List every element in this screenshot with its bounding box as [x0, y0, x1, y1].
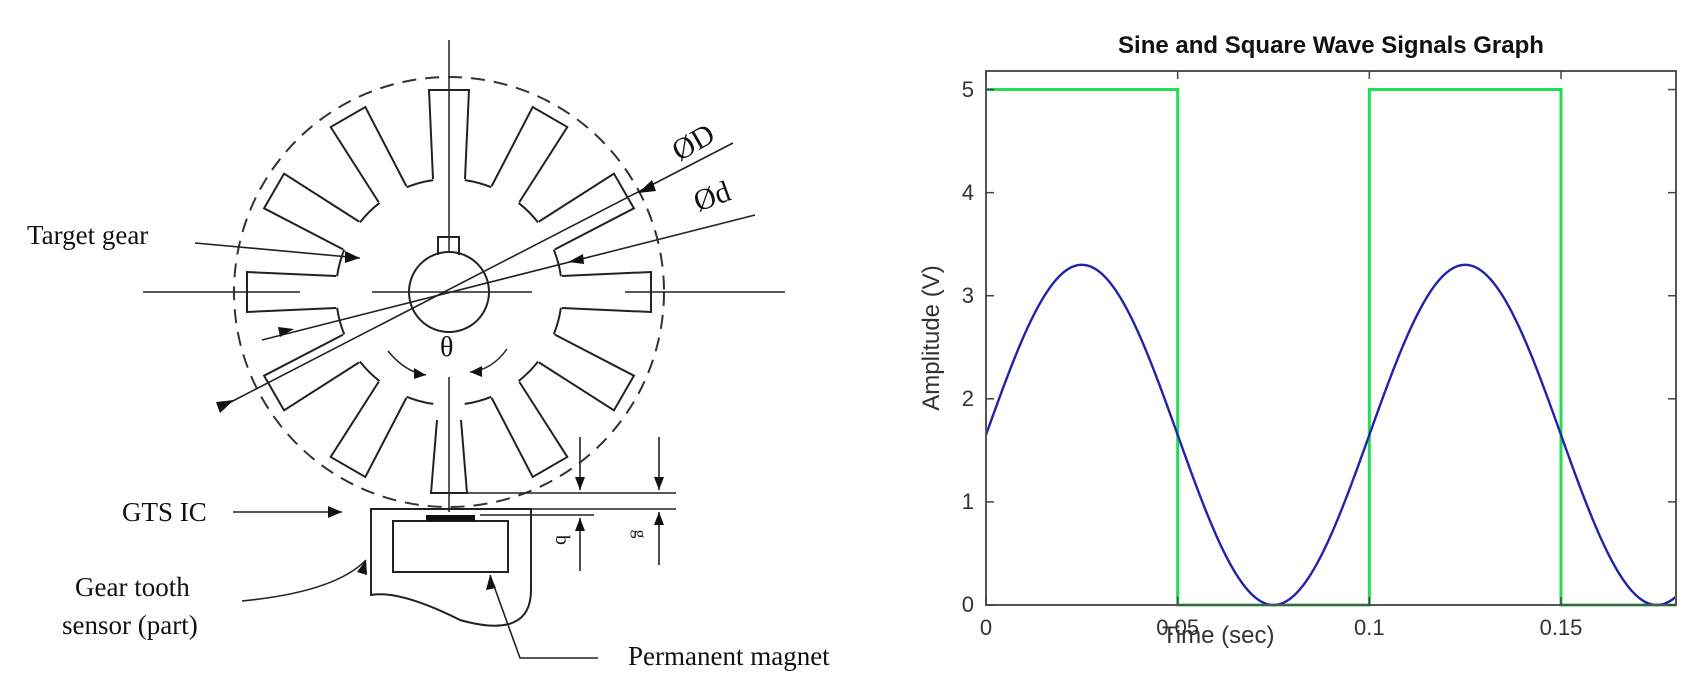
arrowhead-icon — [638, 180, 656, 193]
sine-square-chart: Sine and Square Wave Signals Graph 0 0.05… — [850, 0, 1700, 699]
y-tick-label: 1 — [961, 488, 974, 514]
gear-tooth — [246, 270, 337, 314]
x-tick-label: 0 — [979, 615, 993, 640]
gear-diagram-drawing — [143, 40, 785, 659]
gear-tooth — [538, 333, 636, 412]
gear-tooth — [538, 172, 636, 251]
gear-tooth — [561, 270, 652, 314]
gts-ic-chip — [426, 515, 475, 521]
gts-ic-label: GTS IC — [122, 497, 207, 527]
chart-title: Sine and Square Wave Signals Graph — [1118, 32, 1544, 59]
permanent-magnet-label: Permanent magnet — [628, 641, 830, 671]
x-tick-label: 0.1 — [1354, 615, 1385, 640]
gear-tooth — [262, 172, 360, 251]
sensor-label-line1: Gear tooth — [75, 572, 190, 602]
x-axis-label: Time (sec) — [1162, 622, 1275, 649]
gear-tooth — [329, 105, 408, 203]
dimension-g-label: g — [630, 529, 651, 539]
y-axis-label: Amplitude (V) — [918, 265, 945, 411]
x-tick-label: 0.15 — [1539, 615, 1583, 640]
gear-tooth — [427, 89, 471, 180]
target-gear-label: Target gear — [27, 220, 149, 250]
dimension-b-label: b — [551, 535, 573, 545]
x-tick-label: 0.05 — [1156, 615, 1200, 640]
plot-area — [984, 70, 1677, 607]
y-tick-label: 0 — [961, 592, 974, 617]
axes-box — [985, 70, 1677, 606]
y-tick-label: 4 — [961, 179, 974, 205]
y-tick-label: 5 — [961, 76, 974, 102]
sensor-label-line2: sensor (part) — [62, 610, 198, 640]
gear-tooth — [490, 381, 569, 479]
sine-wave-line — [984, 263, 1677, 607]
y-tick-label: 2 — [961, 385, 974, 411]
square-wave-line — [986, 88, 1676, 607]
gear-sensor-diagram: Target gear ØD Ød θ GTS IC Gear tooth se… — [27, 40, 830, 671]
gear-tooth — [490, 105, 569, 203]
theta-label: θ — [440, 332, 454, 363]
gear-tooth — [329, 381, 408, 479]
gear-tooth — [262, 333, 360, 412]
y-tick-label: 3 — [961, 282, 974, 308]
